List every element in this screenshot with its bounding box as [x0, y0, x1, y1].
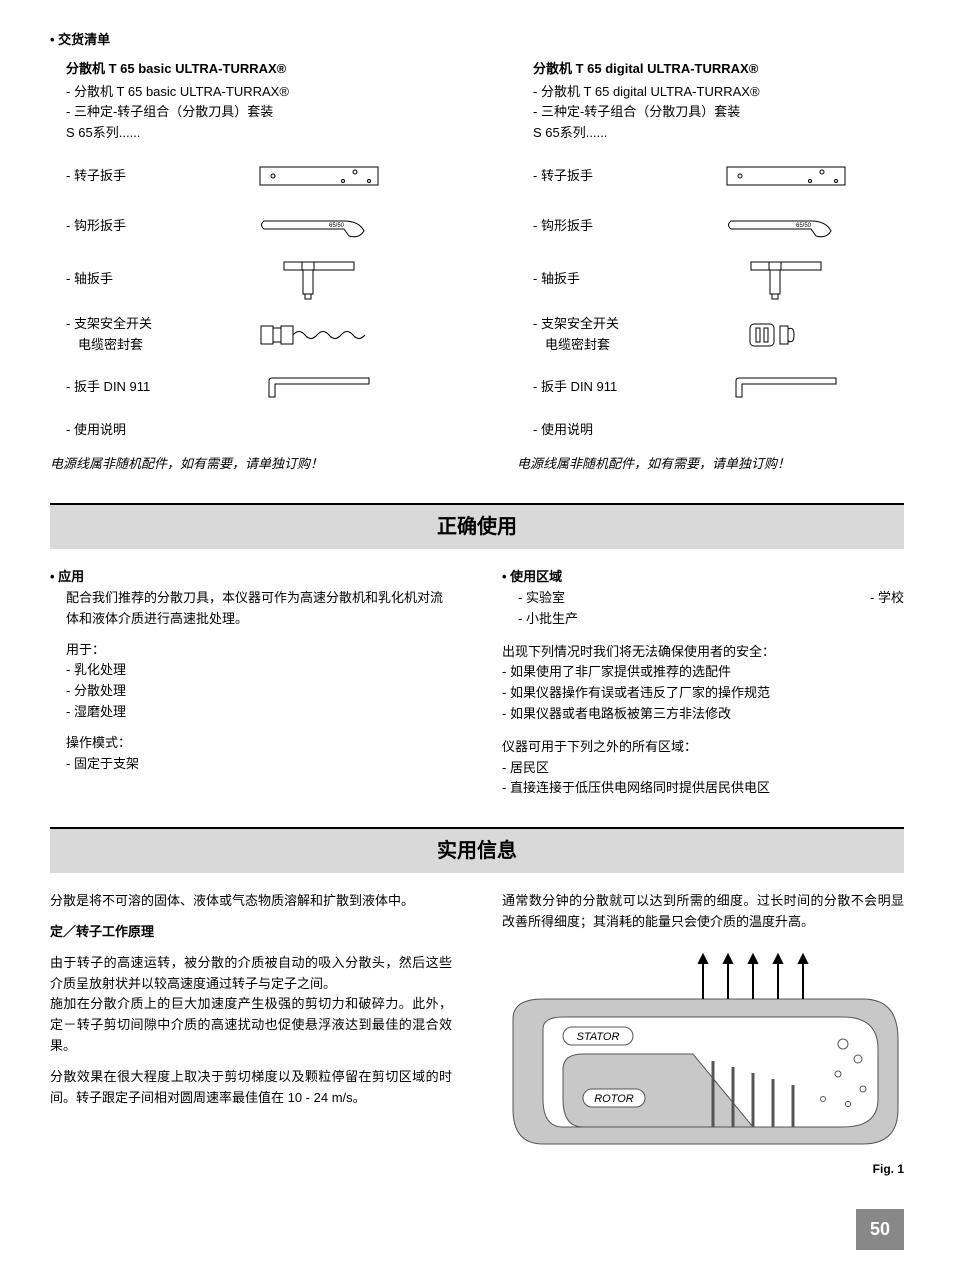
rotor-wrench-icon — [667, 161, 904, 191]
item-shaft-wrench-label: - 轴扳手 — [517, 269, 667, 290]
item-manual-label: - 使用说明 — [50, 420, 200, 441]
area-intro: 仪器可用于下列之外的所有区域： — [502, 737, 904, 758]
info-columns: 分散是将不可溶的固体、液体或气态物质溶解和扩散到液体中。 定／转子工作原理 由于… — [50, 891, 904, 1179]
item-shaft-wrench-label: - 轴扳手 — [50, 269, 200, 290]
usage-application-heading: 应用 — [50, 567, 452, 588]
rotor-wrench-icon — [200, 161, 437, 191]
usage-right-col: 使用区域 - 实验室 - 学校 - 小批生产 出现下列情况时我们将无法确保使用者… — [502, 567, 904, 799]
page-number: 50 — [856, 1209, 904, 1250]
info-p2: 由于转子的高速运转，被分散的介质被自动的吸入分散头，然后这些介质呈放射状并以较高… — [50, 953, 452, 995]
rotor-label: ROTOR — [594, 1093, 634, 1105]
item-din-wrench-label: - 扳手 DIN 911 — [517, 377, 667, 398]
info-right-col: 通常数分钟的分散就可以达到所需的细度。过长时间的分散不会明显改善所得细度；其消耗… — [502, 891, 904, 1179]
hook-wrench-icon: 65/50 — [200, 211, 437, 241]
delivery-heading: 交货清单 — [50, 30, 904, 51]
product-digital-col: 分散机 T 65 digital ULTRA-TURRAX® - 分散机 T 6… — [517, 59, 904, 475]
safety-switch-icon — [200, 320, 437, 350]
shaft-wrench-icon — [200, 258, 437, 300]
item-row: - 转子扳手 — [50, 158, 437, 194]
power-cord-note: 电源线属非随机配件，如有需要，请单独订购！ — [50, 454, 437, 475]
usage-area-heading: 使用区域 — [502, 567, 904, 588]
product-digital-line: S 65系列...... — [533, 123, 904, 144]
figure-caption: Fig. 1 — [502, 1160, 904, 1179]
stator-label: STATOR — [577, 1031, 620, 1043]
product-basic-col: 分散机 T 65 basic ULTRA-TURRAX® - 分散机 T 65 … — [50, 59, 437, 475]
warn-item: - 如果仪器操作有误或者违反了厂家的操作规范 — [502, 683, 904, 704]
product-basic-line: - 三种定-转子组合（分散刀具）套装 — [66, 102, 437, 123]
area-school: - 学校 — [870, 588, 904, 609]
svg-text:65/50: 65/50 — [796, 223, 812, 229]
item-row: - 扳手 DIN 911 — [50, 370, 437, 406]
product-digital-line: - 三种定-转子组合（分散刀具）套装 — [533, 102, 904, 123]
safety-switch-icon — [667, 320, 904, 350]
power-cord-note: 电源线属非随机配件，如有需要，请单独订购！ — [517, 454, 904, 475]
svg-text:65/50: 65/50 — [329, 223, 345, 229]
info-subtitle: 定／转子工作原理 — [50, 922, 452, 943]
item-row: - 支架安全开关 电缆密封套 — [50, 314, 437, 356]
warn-item: - 如果仪器或者电路板被第三方非法修改 — [502, 704, 904, 725]
product-basic-line: - 分散机 T 65 basic ULTRA-TURRAX® — [66, 82, 437, 103]
item-row: - 使用说明 — [50, 420, 437, 441]
info-left-col: 分散是将不可溶的固体、液体或气态物质溶解和扩散到液体中。 定／转子工作原理 由于… — [50, 891, 452, 1179]
section-practical-info: 实用信息 — [50, 827, 904, 873]
item-row: - 钩形扳手 65/50 — [50, 208, 437, 244]
info-p4: 分散效果在很大程度上取决于剪切梯度以及颗粒停留在剪切区域的时间。转子跟定子间相对… — [50, 1067, 452, 1109]
item-row: - 扳手 DIN 911 — [517, 370, 904, 406]
section-correct-usage: 正确使用 — [50, 503, 904, 549]
warn-item: - 如果使用了非厂家提供或推荐的选配件 — [502, 662, 904, 683]
item-row: - 钩形扳手 65/50 — [517, 208, 904, 244]
area-small: - 小批生产 — [502, 609, 904, 630]
item-rotor-wrench-label: - 转子扳手 — [517, 166, 667, 187]
info-right-p1: 通常数分钟的分散就可以达到所需的细度。过长时间的分散不会明显改善所得细度；其消耗… — [502, 891, 904, 933]
mode-item: - 固定于支架 — [50, 754, 452, 775]
item-safety-switch-label: - 支架安全开关 电缆密封套 — [50, 314, 200, 356]
usage-application-text: 配合我们推荐的分散刀具，本仪器可作为高速分散机和乳化机对流体和液体介质进行高速批… — [50, 588, 452, 630]
item-row: - 使用说明 — [517, 420, 904, 441]
area-exclusion-item: - 直接连接于低压供电网络同时提供居民供电区 — [502, 778, 904, 799]
item-manual-label: - 使用说明 — [517, 420, 667, 441]
area-lab: - 实验室 — [518, 588, 870, 609]
mode-label: 操作模式： — [50, 733, 452, 754]
item-row: - 轴扳手 — [517, 258, 904, 300]
product-columns: 分散机 T 65 basic ULTRA-TURRAX® - 分散机 T 65 … — [50, 59, 904, 475]
product-basic-title: 分散机 T 65 basic ULTRA-TURRAX® — [66, 59, 437, 80]
din-wrench-icon — [200, 375, 437, 401]
area-exclusion-item: - 居民区 — [502, 758, 904, 779]
hook-wrench-icon: 65/50 — [667, 211, 904, 241]
din-wrench-icon — [667, 375, 904, 401]
info-p3: 施加在分散介质上的巨大加速度产生极强的剪切力和破碎力。此外，定－转子剪切间隙中介… — [50, 994, 452, 1056]
warn-intro: 出现下列情况时我们将无法确保使用者的安全： — [502, 642, 904, 663]
figure-1: STATOR ROTOR Fig. 1 — [502, 949, 904, 1179]
use-item: - 分散处理 — [50, 681, 452, 702]
use-item: - 乳化处理 — [50, 660, 452, 681]
item-rotor-wrench-label: - 转子扳手 — [50, 166, 200, 187]
product-digital-title: 分散机 T 65 digital ULTRA-TURRAX® — [533, 59, 904, 80]
product-digital-line: - 分散机 T 65 digital ULTRA-TURRAX® — [533, 82, 904, 103]
info-p1: 分散是将不可溶的固体、液体或气态物质溶解和扩散到液体中。 — [50, 891, 452, 912]
used-for-label: 用于： — [50, 640, 452, 661]
item-row: - 轴扳手 — [50, 258, 437, 300]
item-hook-wrench-label: - 钩形扳手 — [517, 216, 667, 237]
use-item: - 湿磨处理 — [50, 702, 452, 723]
shaft-wrench-icon — [667, 258, 904, 300]
item-din-wrench-label: - 扳手 DIN 911 — [50, 377, 200, 398]
item-row: - 支架安全开关 电缆密封套 — [517, 314, 904, 356]
item-safety-switch-label: - 支架安全开关 电缆密封套 — [517, 314, 667, 356]
usage-columns: 应用 配合我们推荐的分散刀具，本仪器可作为高速分散机和乳化机对流体和液体介质进行… — [50, 567, 904, 799]
product-basic-line: S 65系列...... — [66, 123, 437, 144]
item-row: - 转子扳手 — [517, 158, 904, 194]
usage-left-col: 应用 配合我们推荐的分散刀具，本仪器可作为高速分散机和乳化机对流体和液体介质进行… — [50, 567, 452, 799]
item-hook-wrench-label: - 钩形扳手 — [50, 216, 200, 237]
